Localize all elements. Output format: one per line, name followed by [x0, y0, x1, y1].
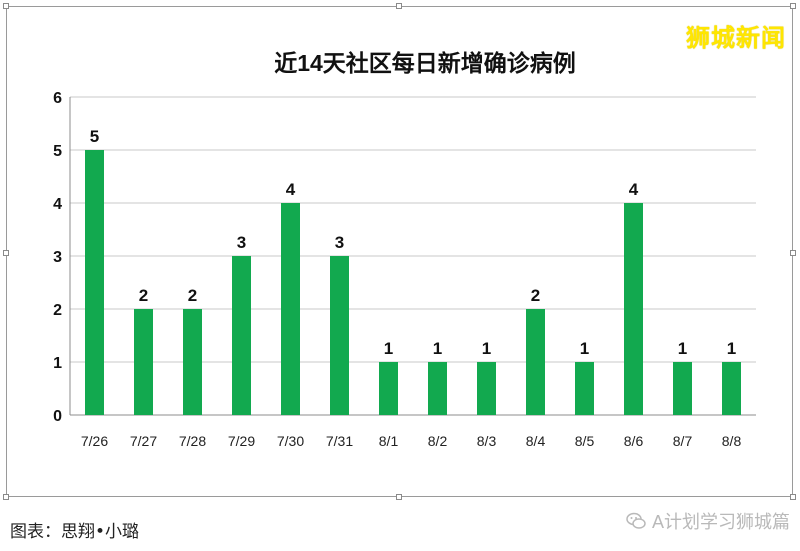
- data-label: 1: [482, 339, 491, 358]
- data-label: 1: [727, 339, 736, 358]
- data-label: 1: [580, 339, 589, 358]
- bar: [428, 362, 447, 415]
- resize-handle-top[interactable]: [396, 3, 402, 9]
- data-label: 1: [384, 339, 393, 358]
- resize-handle-bottom-left[interactable]: [3, 494, 9, 500]
- y-tick-label: 0: [53, 408, 62, 425]
- brand-watermark: 狮城新闻: [686, 25, 786, 52]
- resize-handle-top-right[interactable]: [790, 3, 796, 9]
- data-label: 2: [531, 286, 540, 305]
- bar: [85, 150, 104, 415]
- x-tick-label: 8/2: [428, 433, 448, 449]
- account-watermark: A计划学习狮城篇: [626, 508, 790, 534]
- y-tick-label: 5: [53, 143, 62, 160]
- bar: [526, 309, 545, 415]
- bar: [330, 256, 349, 415]
- watermark-text: A计划学习狮城篇: [651, 512, 790, 532]
- x-tick-label: 7/29: [228, 433, 255, 449]
- data-label: 4: [286, 180, 296, 199]
- y-tick-label: 1: [53, 355, 62, 372]
- resize-handle-top-left[interactable]: [3, 3, 9, 9]
- resize-handle-bottom-right[interactable]: [790, 494, 796, 500]
- data-label: 1: [433, 339, 442, 358]
- data-label: 1: [678, 339, 687, 358]
- y-tick-label: 6: [53, 90, 62, 107]
- x-tick-label: 8/1: [379, 433, 399, 449]
- bar: [575, 362, 594, 415]
- x-tick-label: 7/26: [81, 433, 108, 449]
- bar: [379, 362, 398, 415]
- data-label: 4: [629, 180, 639, 199]
- chart-credit: 图表：思翔•小璐: [10, 522, 140, 542]
- x-tick-label: 8/8: [722, 433, 742, 449]
- data-label: 2: [188, 286, 197, 305]
- x-tick-label: 8/4: [526, 433, 546, 449]
- bar: [134, 309, 153, 415]
- x-tick-label: 8/6: [624, 433, 644, 449]
- y-tick-label: 3: [53, 249, 62, 266]
- bar: [183, 309, 202, 415]
- bar: [477, 362, 496, 415]
- bar: [232, 256, 251, 415]
- y-tick-label: 4: [53, 196, 62, 213]
- wechat-icon: [626, 512, 646, 529]
- resize-handle-left[interactable]: [3, 250, 9, 256]
- x-tick-label: 8/5: [575, 433, 595, 449]
- x-tick-label: 7/30: [277, 433, 304, 449]
- data-label: 3: [237, 233, 246, 252]
- x-tick-label: 8/7: [673, 433, 693, 449]
- data-label: 5: [90, 127, 99, 146]
- bar: [722, 362, 741, 415]
- x-tick-label: 8/3: [477, 433, 497, 449]
- resize-handle-right[interactable]: [790, 250, 796, 256]
- resize-handle-bottom[interactable]: [396, 494, 402, 500]
- bar-chart: 0 1 2 3 4 5 6 5 7/26 2 7/27 2 7/28 3 7/29 4 7/30 3 7/31 1 8/…: [53, 90, 756, 449]
- bar: [624, 203, 643, 415]
- data-label: 2: [139, 286, 148, 305]
- x-tick-label: 7/27: [130, 433, 157, 449]
- x-tick-label: 7/28: [179, 433, 206, 449]
- data-label: 3: [335, 233, 344, 252]
- x-tick-label: 7/31: [326, 433, 353, 449]
- y-tick-label: 2: [53, 302, 62, 319]
- chart-title: 近14天社区每日新增确诊病例: [274, 50, 576, 76]
- bar: [281, 203, 300, 415]
- bar: [673, 362, 692, 415]
